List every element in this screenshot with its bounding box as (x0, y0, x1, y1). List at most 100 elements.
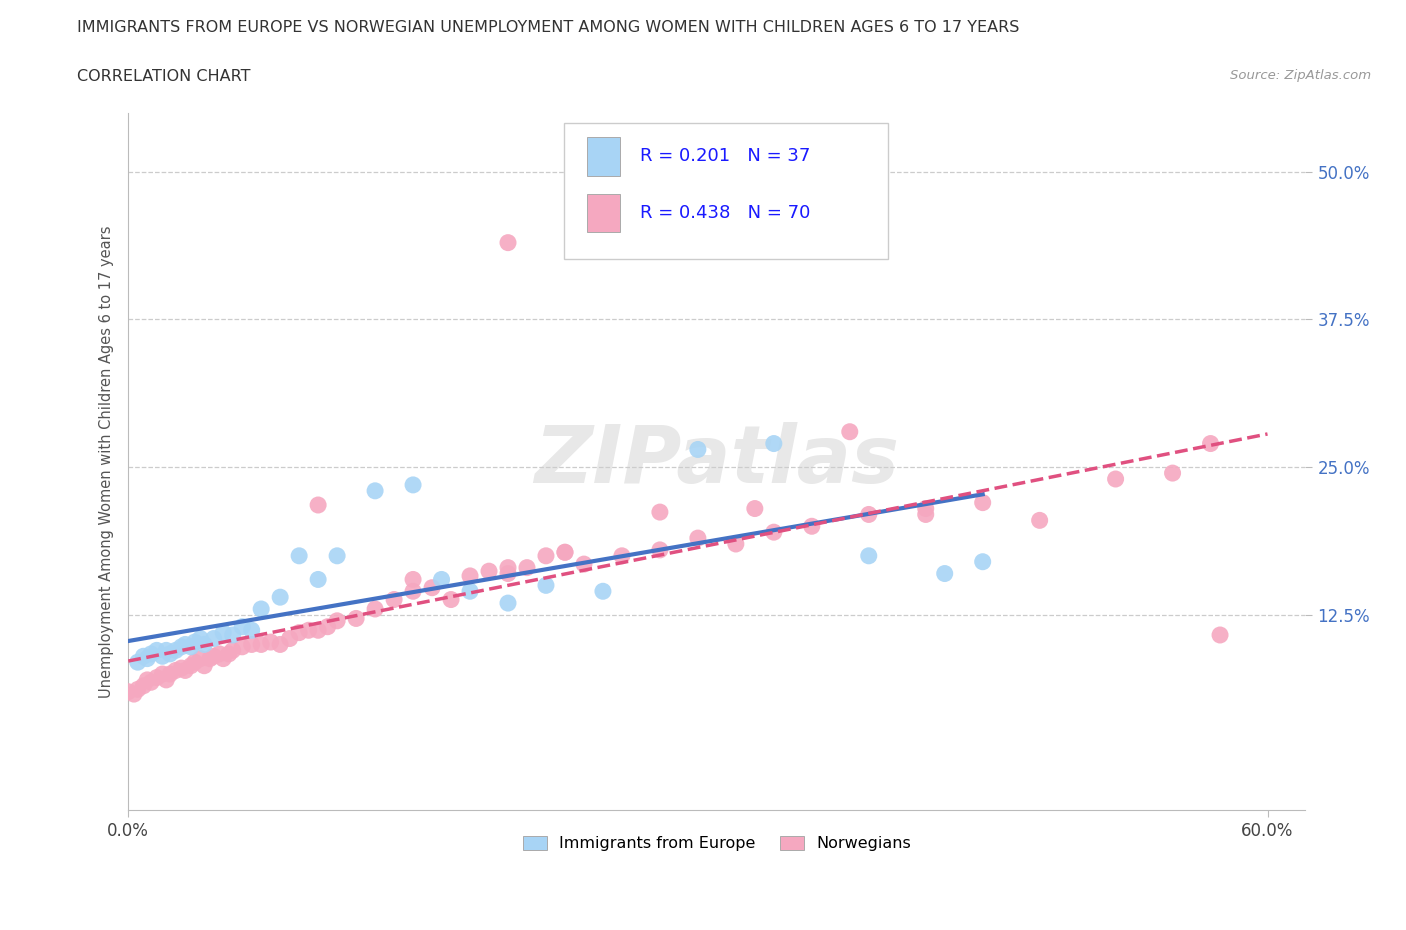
Y-axis label: Unemployment Among Women with Children Ages 6 to 17 years: Unemployment Among Women with Children A… (100, 225, 114, 698)
Point (155, 643, 177, 658)
Point (592, 584, 614, 599)
Point (402, 477, 425, 492)
Point (170, 660, 193, 675)
Point (180, 639, 202, 654)
Point (724, 537, 747, 551)
Point (221, 643, 243, 658)
Point (174, 637, 197, 652)
Text: R = 0.201   N = 37: R = 0.201 N = 37 (640, 148, 811, 166)
Point (914, 507, 936, 522)
Point (159, 667, 181, 682)
Point (298, 623, 321, 638)
Point (572, 557, 595, 572)
Point (402, 584, 425, 599)
Point (440, 592, 463, 607)
Point (430, 572, 453, 587)
Point (240, 623, 263, 638)
Point (402, 572, 425, 587)
Text: Source: ZipAtlas.com: Source: ZipAtlas.com (1230, 69, 1371, 82)
Point (136, 651, 159, 666)
Point (136, 672, 159, 687)
Point (858, 507, 880, 522)
Point (288, 549, 311, 564)
Point (516, 560, 538, 575)
Point (364, 484, 387, 498)
Point (420, 580, 443, 595)
Point (152, 667, 174, 682)
Point (534, 549, 557, 564)
Point (914, 501, 936, 516)
Point (648, 505, 671, 520)
Point (610, 549, 633, 564)
Point (458, 584, 481, 599)
Text: CORRELATION CHART: CORRELATION CHART (77, 69, 250, 84)
Point (183, 655, 205, 670)
Point (221, 628, 243, 643)
Point (534, 578, 557, 592)
Point (496, 595, 519, 610)
Point (198, 651, 221, 666)
Point (1028, 513, 1050, 528)
Point (145, 643, 167, 658)
Point (132, 649, 155, 664)
Point (686, 442, 709, 457)
Point (307, 623, 329, 638)
Point (316, 619, 339, 634)
Point (1199, 436, 1222, 451)
Point (145, 671, 167, 685)
Point (364, 602, 387, 617)
Point (496, 566, 519, 581)
Point (269, 637, 291, 652)
Point (231, 639, 253, 654)
Point (762, 525, 785, 539)
Point (269, 590, 291, 604)
Point (240, 637, 263, 652)
Point (212, 625, 235, 640)
Point (193, 658, 215, 673)
FancyBboxPatch shape (564, 123, 887, 259)
Point (278, 631, 301, 646)
Point (174, 663, 197, 678)
FancyBboxPatch shape (588, 138, 620, 176)
Point (180, 658, 202, 673)
Point (152, 649, 174, 664)
Point (170, 639, 193, 654)
Point (122, 686, 145, 701)
Point (212, 651, 235, 666)
Point (165, 663, 187, 678)
Point (260, 634, 283, 649)
Point (496, 235, 519, 250)
Point (1209, 628, 1232, 643)
Point (972, 554, 994, 569)
Point (218, 646, 240, 661)
Point (934, 566, 956, 581)
Point (307, 498, 329, 512)
Point (139, 675, 162, 690)
Text: IMMIGRANTS FROM EUROPE VS NORWEGIAN UNEMPLOYMENT AMONG WOMEN WITH CHILDREN AGES : IMMIGRANTS FROM EUROPE VS NORWEGIAN UNEM… (77, 20, 1019, 35)
Point (127, 655, 149, 670)
Point (744, 501, 766, 516)
Point (762, 436, 785, 451)
Point (127, 682, 149, 697)
Point (858, 549, 880, 564)
Point (458, 568, 481, 583)
FancyBboxPatch shape (588, 194, 620, 232)
Point (132, 678, 155, 693)
Text: R = 0.438   N = 70: R = 0.438 N = 70 (640, 205, 811, 222)
Point (202, 649, 225, 664)
Point (1104, 472, 1126, 486)
Point (139, 646, 162, 661)
Text: ZIPatlas: ZIPatlas (534, 422, 900, 500)
Point (648, 542, 671, 557)
Legend: Immigrants from Europe, Norwegians: Immigrants from Europe, Norwegians (516, 830, 918, 857)
Point (382, 592, 405, 607)
Point (155, 672, 177, 687)
Point (307, 572, 329, 587)
Point (554, 545, 576, 560)
Point (159, 646, 181, 661)
Point (193, 637, 215, 652)
Point (190, 631, 212, 646)
Point (686, 531, 709, 546)
Point (117, 684, 139, 699)
Point (288, 625, 311, 640)
